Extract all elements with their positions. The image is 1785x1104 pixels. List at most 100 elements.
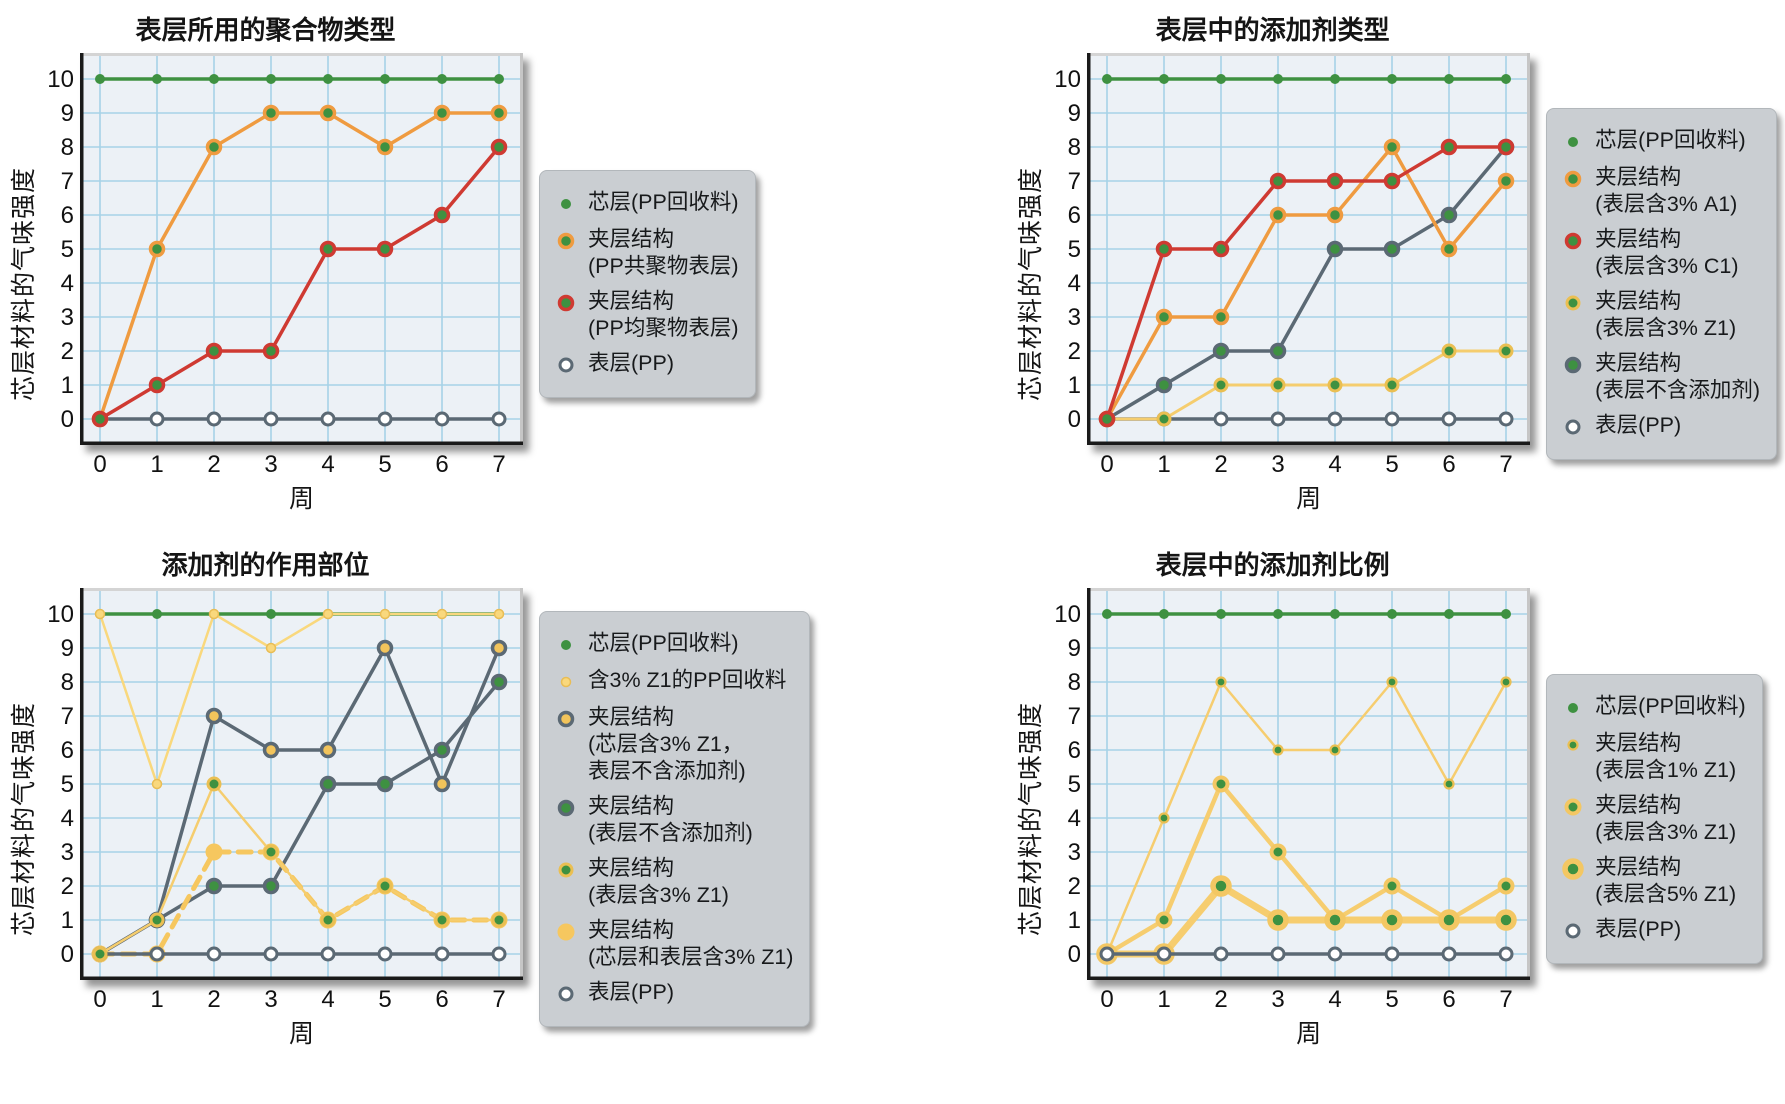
plot-area: 0 1 2 3 4 5 6 7 8 9 10 0 1 2 3 4 5 6 7 [1047, 588, 1531, 1012]
data-point-sandwich-skin-no-additive [376, 775, 394, 793]
legend-item-sandwich-skin-no-additive: 夹层结构 (表层不含添加剂) [552, 793, 793, 847]
legend-label: 芯层(PP回收料) [588, 189, 739, 216]
legend-item-skin-pp: 表层(PP) [1559, 412, 1760, 441]
data-point-sandwich-core-3pct-z1-skin-none [262, 741, 280, 759]
y-tick-label: 2 [61, 873, 74, 900]
data-point-sandwich-skin-3pct-c1 [1326, 172, 1344, 190]
legend-label-line: 芯层(PP回收料) [588, 631, 739, 655]
data-point-sandwich-skin-3pct-a1 [1326, 206, 1344, 224]
legend-item-sandwich-pp-copolymer-skin: 夹层结构 (PP共聚物表层) [552, 226, 739, 280]
legend-label-line: 表层(PP) [1595, 917, 1682, 941]
legend-marker-dot [561, 640, 571, 650]
y-tick-label: 0 [1068, 941, 1081, 968]
series-line-sandwich-skin-3pct-a1 [1105, 145, 1508, 421]
data-point-recyclate-with-3pct-z1 [94, 608, 106, 620]
x-tick-label: 3 [264, 986, 277, 1012]
y-axis-label: 芯层材料的气味强度 [1017, 701, 1046, 937]
plot-area: 0 1 2 3 4 5 6 7 8 9 10 0 1 2 3 4 5 6 7 [1047, 53, 1531, 477]
chart-title: 表层中的添加剂比例 [1155, 550, 1390, 580]
data-point-sandwich-skin-3pct-z1 [1384, 377, 1400, 393]
data-point-sandwich-pp-homopolymer-skin [148, 376, 166, 394]
legend-label-line: 夹层结构 [1595, 227, 1682, 251]
y-axis-label: 芯层材料的气味强度 [1017, 166, 1046, 402]
data-point-skin-pp [149, 946, 165, 962]
legend-label-line: 夹层结构 [588, 289, 675, 313]
x-tick-label: 4 [1328, 986, 1341, 1012]
legend-marker-skin-pp [1565, 419, 1581, 435]
legend-label-line: 夹层结构 [1595, 289, 1682, 313]
data-point-skin-pp [1384, 946, 1400, 962]
legend-marker-dot [557, 799, 575, 817]
y-axis-label: 芯层材料的气味强度 [10, 701, 39, 937]
plot-column: 0 1 2 3 4 5 6 7 8 9 10 0 1 2 3 4 5 6 7 周 [1047, 53, 1531, 515]
data-point-sandwich-core-3pct-z1-skin-none [376, 639, 394, 657]
y-tick-label: 0 [61, 941, 74, 968]
data-point-skin-pp [377, 411, 393, 427]
data-point-core-pp-recyclate [1330, 74, 1341, 84]
data-point-sandwich-pp-homopolymer-skin [319, 240, 337, 258]
legend-marker-dot [558, 986, 574, 1002]
series-line-sandwich-pp-homopolymer-skin [98, 145, 501, 421]
legend-marker-dot [1568, 703, 1579, 713]
series-line-sandwich-skin-3pct-z1 [1104, 781, 1509, 957]
legend-item-sandwich-pp-homopolymer-skin: 夹层结构 (PP均聚物表层) [552, 288, 739, 342]
legend-marker-core-pp-recyclate [561, 199, 571, 209]
y-tick-label: 3 [1068, 304, 1081, 331]
series-line-sandwich-skin-3pct-z1 [1105, 349, 1508, 421]
data-point-skin-pp [1441, 946, 1457, 962]
x-tick-label: 1 [1157, 451, 1170, 477]
series-line-sandwich-core-3pct-z1-skin-none [98, 646, 501, 956]
plot-svg: 0 1 2 3 4 5 6 7 8 9 10 0 1 2 3 4 5 6 7 [1054, 53, 1531, 477]
y-tick-label: 9 [1068, 635, 1081, 662]
data-point-sandwich-skin-3pct-z1 [1269, 843, 1287, 861]
data-point-sandwich-skin-3pct-z1 [1327, 377, 1343, 393]
legend-marker-core-pp-recyclate [561, 640, 571, 650]
legend-marker-core-pp-recyclate [1568, 137, 1579, 147]
data-point-core-pp-recyclate [266, 609, 276, 619]
data-point-sandwich-skin-3pct-z1 [92, 946, 108, 962]
data-point-core-pp-recyclate [1387, 74, 1398, 84]
series-line-sandwich-pp-copolymer-skin [98, 111, 501, 421]
legend-label-line: (芯层和表层含3% Z1) [588, 945, 794, 969]
legend-label: 夹层结构 (表层含5% Z1) [1595, 854, 1736, 908]
data-point-core-pp-recyclate [209, 74, 219, 84]
legend-label-line: 夹层结构 [1595, 165, 1682, 189]
legend-marker-dot [561, 199, 571, 209]
legend-label: 夹层结构 (芯层和表层含3% Z1) [588, 917, 793, 971]
data-point-sandwich-skin-5pct-z1 [1210, 875, 1232, 897]
data-point-core-pp-recyclate [437, 74, 447, 84]
legend-item-sandwich-core-3pct-z1-skin-none: 夹层结构 (芯层含3% Z1， 表层不含添加剂) [552, 704, 793, 785]
data-point-sandwich-skin-3pct-c1 [1269, 172, 1287, 190]
legend-label: 夹层结构 (表层不含添加剂) [588, 793, 753, 847]
data-point-core-pp-recyclate [323, 74, 333, 84]
legend-label: 芯层(PP回收料) [1595, 693, 1746, 720]
x-tick-label: 4 [321, 451, 334, 477]
data-point-core-pp-recyclate [1273, 74, 1284, 84]
data-point-sandwich-pp-copolymer-skin [490, 104, 508, 122]
data-point-sandwich-skin-3pct-z1 [377, 878, 393, 894]
series-line-sandwich-skin-1pct-z1 [1105, 680, 1508, 956]
data-point-sandwich-skin-3pct-a1 [1497, 172, 1515, 190]
legend-label-line: (表层含5% Z1) [1595, 882, 1737, 906]
legend: 芯层(PP回收料) 夹层结构 (PP共聚物表层) 夹层结构 (PP均聚物表层) 表层(PP… [539, 170, 756, 398]
legend-marker-sandwich-skin-3pct-z1 [1564, 798, 1582, 816]
legend-label: 夹层结构 (表层含1% Z1) [1595, 730, 1736, 784]
legend-label: 表层(PP) [588, 350, 674, 377]
legend-marker-dot [1568, 137, 1579, 147]
x-axis-label: 周 [1296, 485, 1322, 513]
legend-label-line: 表层(PP) [588, 980, 675, 1004]
chart-row: 芯层材料的气味强度 0 1 2 3 4 5 6 7 8 9 10 0 1 2 3 4 5 6 7 周 芯层(PP回收… [1011, 588, 1777, 1050]
legend-marker-sandwich-pp-copolymer-skin [557, 232, 575, 250]
data-point-core-pp-recyclate [1501, 74, 1512, 84]
legend-label: 芯层(PP回收料) [588, 630, 739, 657]
data-point-core-pp-recyclate [1102, 74, 1113, 84]
x-tick-label: 6 [1442, 986, 1455, 1012]
data-point-core-pp-recyclate [1387, 609, 1398, 619]
data-point-core-pp-recyclate [1273, 609, 1284, 619]
x-tick-label: 0 [93, 986, 106, 1012]
data-point-sandwich-skin-no-additive [1212, 342, 1230, 360]
data-point-sandwich-skin-1pct-z1 [1500, 676, 1512, 688]
legend-label: 芯层(PP回收料) [1595, 127, 1746, 154]
y-tick-label: 8 [1068, 669, 1081, 696]
x-tick-label: 3 [264, 451, 277, 477]
